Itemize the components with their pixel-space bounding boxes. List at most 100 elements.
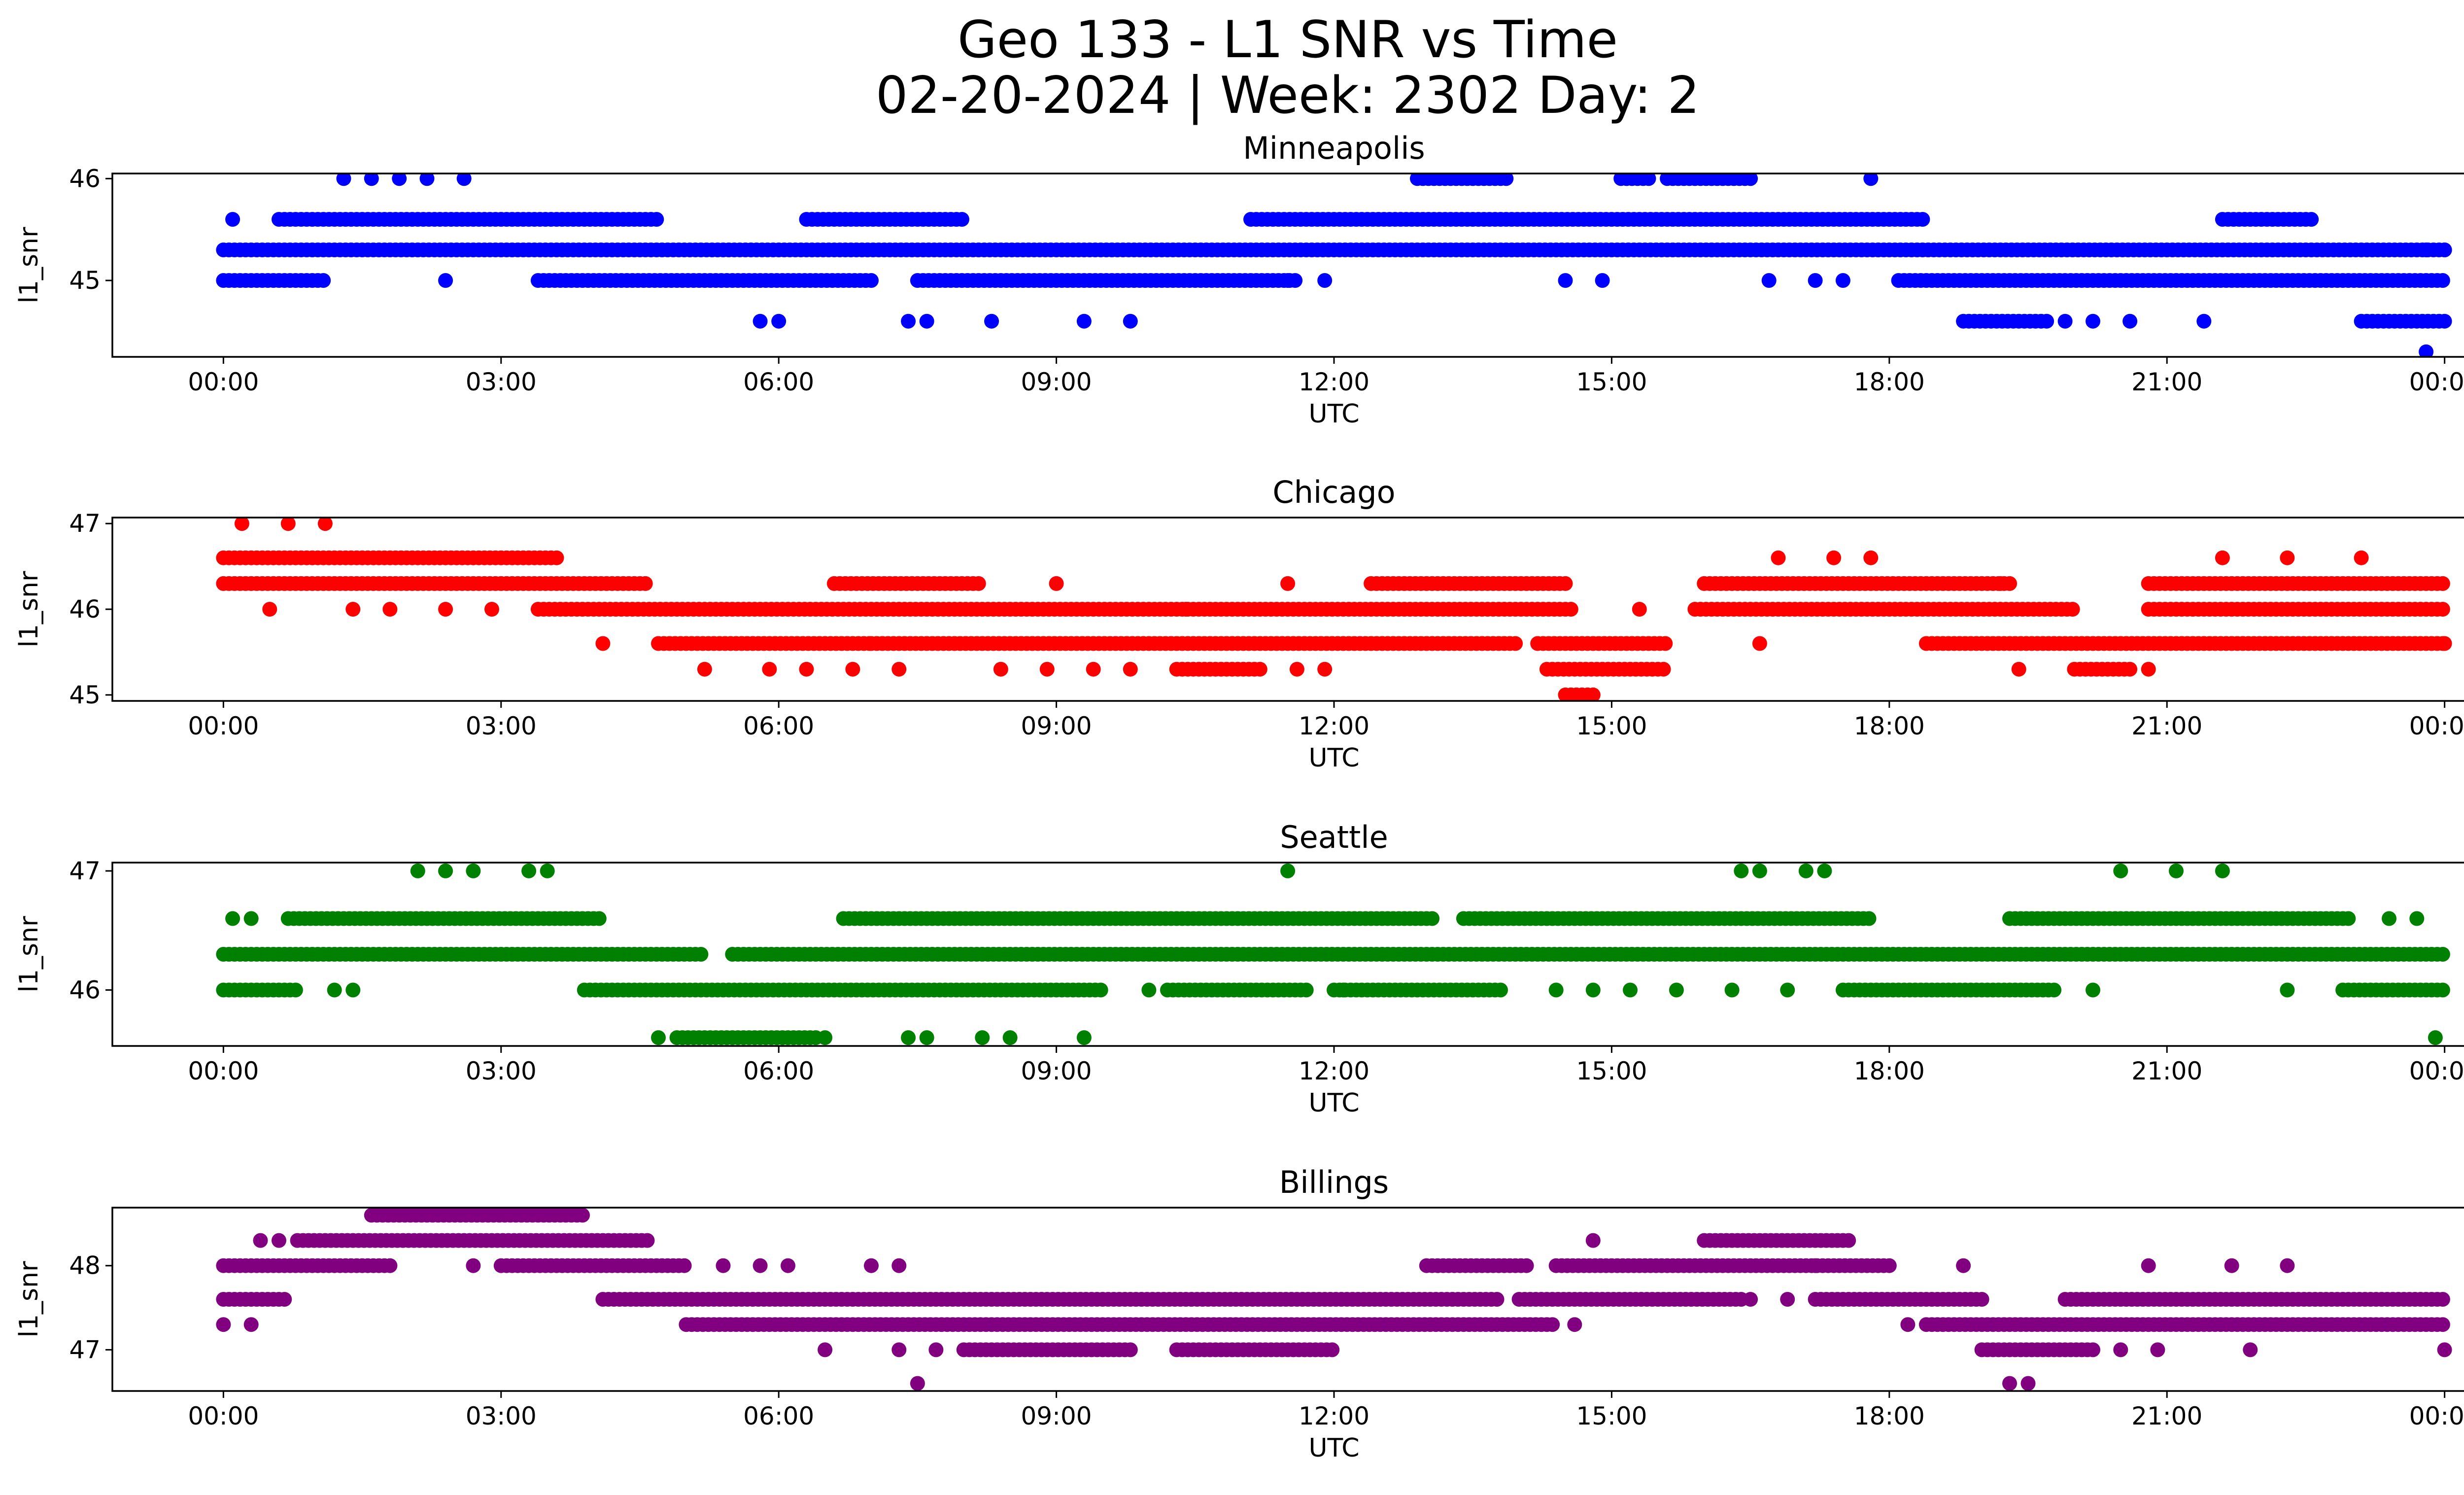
data-point [845,661,860,677]
data-point [1563,602,1578,617]
data-point [2280,1258,2295,1273]
data-point [2435,1292,2450,1307]
data-point [1595,273,1610,288]
x-tick-label: 00:00 [2409,1402,2464,1430]
data-point [336,174,351,186]
data-point [1499,174,1514,186]
data-point [864,1258,879,1273]
data-point [1493,982,1508,998]
data-point [1123,313,1138,329]
y-axis-label: l1_snr [14,916,44,993]
data-point [771,313,787,329]
data-point [753,1258,768,1273]
x-tick-label: 06:00 [743,1402,814,1430]
data-point [2280,982,2295,998]
x-axis-label: UTC [1308,743,1359,773]
data-point [2419,243,2434,257]
x-tick-label: 18:00 [1854,1402,1925,1430]
data-point [1178,602,1194,617]
y-tick-label: 45 [69,266,101,295]
data-point [1076,1030,1092,1045]
x-tick-label: 12:00 [1299,1057,1369,1085]
x-tick-label: 15:00 [1576,1057,1647,1085]
data-point [2419,344,2434,357]
data-point [317,518,333,531]
data-point [2169,863,2184,878]
data-point [1835,273,1850,288]
subplot-title: Minneapolis [1243,130,1425,166]
data-point [1861,911,1877,926]
data-point [540,863,555,878]
x-axis-label: UTC [1308,399,1359,429]
subplot-title: Seattle [1280,819,1388,855]
data-point [1974,1292,1989,1307]
data-point [1743,174,1758,186]
scatter-points [216,518,2452,701]
data-point [1752,636,1767,651]
data-point [419,174,435,186]
data-point [2435,1317,2450,1332]
data-point [818,1030,833,1045]
data-point [2141,1258,2156,1273]
data-point [2354,550,2369,565]
data-point [955,212,969,227]
x-tick-label: 09:00 [1021,712,1092,740]
data-point [919,1030,934,1045]
data-point [638,576,653,591]
data-point [1780,1292,1795,1307]
data-point [1252,661,1267,677]
data-point [1658,636,1673,651]
data-point [438,863,453,878]
data-point [1752,863,1767,878]
data-point [2435,576,2450,591]
data-point [2113,1342,2128,1357]
y-tick-label: 47 [69,509,101,538]
data-point [466,863,481,878]
data-point [693,947,709,962]
data-point [410,863,425,878]
data-point [818,1342,833,1357]
data-point [1548,982,1564,998]
figure-title-line-1: Geo 133 - L1 SNR vs Time [957,10,1618,70]
y-tick-label: 46 [69,975,101,1004]
data-point [316,273,331,288]
x-tick-label: 06:00 [743,368,814,396]
data-point [1317,661,1333,677]
data-point [2086,1342,2100,1357]
data-point [1558,576,1573,591]
data-point [2341,911,2356,926]
data-point [1863,174,1879,186]
data-point [1863,550,1879,565]
x-tick-label: 12:00 [1299,1402,1369,1430]
data-point [891,1258,907,1273]
data-point [640,1233,655,1248]
data-point [1780,982,1795,998]
data-point [1761,273,1777,288]
x-tick-label: 15:00 [1576,1402,1647,1430]
data-point [2215,863,2230,878]
scatter-points [216,174,2452,357]
data-point [1325,1342,1340,1357]
data-point [549,550,564,565]
data-point [521,863,537,878]
data-point [1039,661,1055,677]
x-tick-label: 21:00 [2131,712,2202,740]
data-point [2047,982,2062,998]
data-point [1123,1342,1138,1357]
data-point [2002,1376,2017,1391]
data-point [1669,982,1684,998]
data-point [753,313,768,329]
data-point [262,602,277,617]
axes-frame [111,173,2464,358]
data-point [1993,576,2008,591]
data-point [1585,982,1601,998]
x-tick-label: 00:00 [2409,1057,2464,1085]
data-point [243,911,259,926]
data-point [1289,661,1304,677]
data-point [456,174,472,186]
data-point [1743,1292,1758,1307]
data-point [864,273,879,288]
data-point [1632,602,1647,617]
data-point [382,602,398,617]
